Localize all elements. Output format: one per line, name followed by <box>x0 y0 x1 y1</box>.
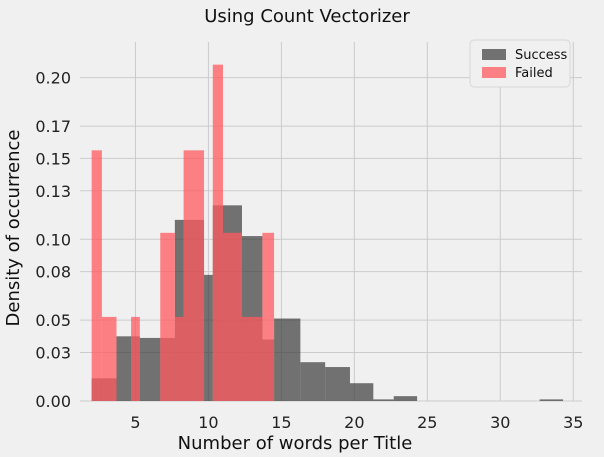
y-tick-label: 0.08 <box>35 263 71 282</box>
bar-failed <box>262 232 275 401</box>
y-tick-label: 0.10 <box>35 230 71 249</box>
legend-swatch-success <box>482 49 506 60</box>
y-axis-title: Density of occurrence <box>3 130 24 327</box>
bar-success <box>139 337 161 401</box>
bar-success <box>393 396 418 401</box>
bar-success <box>349 383 374 401</box>
x-tick-label: 20 <box>344 413 364 432</box>
x-tick-label: 35 <box>563 413 583 432</box>
series-failed <box>91 64 275 401</box>
bar-success <box>373 399 394 401</box>
bar-failed <box>91 150 102 401</box>
legend-swatch-failed <box>482 67 506 78</box>
bar-failed <box>174 316 184 401</box>
x-tick-label: 25 <box>417 413 437 432</box>
bar-success <box>274 318 301 401</box>
legend: Success Failed <box>469 39 571 88</box>
x-axis-title: Number of words per Title <box>178 433 413 454</box>
tick-labels: 5 10 15 20 25 30 35 0.00 0.03 0.05 0.08 0.10 0.13 0.1… <box>35 69 583 432</box>
x-tick-label: 5 <box>130 413 140 432</box>
bar-failed <box>223 232 242 401</box>
x-tick-label: 10 <box>198 413 218 432</box>
y-tick-label: 0.17 <box>35 117 71 136</box>
bar-success <box>325 367 350 401</box>
y-tick-label: 0.03 <box>35 343 71 362</box>
bar-success <box>300 362 326 401</box>
legend-label-failed: Failed <box>515 66 553 81</box>
y-tick-label: 0.13 <box>35 182 71 201</box>
bar-success <box>116 336 132 401</box>
x-tick-label: 30 <box>490 413 510 432</box>
bar-failed <box>212 64 224 401</box>
y-tick-label: 0.20 <box>35 69 71 88</box>
x-tick-label: 15 <box>271 413 291 432</box>
bar-failed <box>131 316 140 401</box>
bar-success <box>204 274 213 401</box>
bar-success <box>539 399 564 401</box>
y-tick-label: 0.00 <box>35 392 71 411</box>
bars-layer <box>91 64 564 401</box>
bar-success <box>174 219 184 401</box>
y-tick-label: 0.05 <box>35 311 71 330</box>
bar-failed <box>160 232 175 401</box>
chart-title: Using Count Vectorizer <box>204 6 410 27</box>
bar-failed <box>101 316 117 401</box>
y-tick-label: 0.15 <box>35 149 71 168</box>
bar-failed <box>241 316 263 401</box>
legend-label-success: Success <box>515 48 568 63</box>
bar-failed <box>183 150 205 401</box>
